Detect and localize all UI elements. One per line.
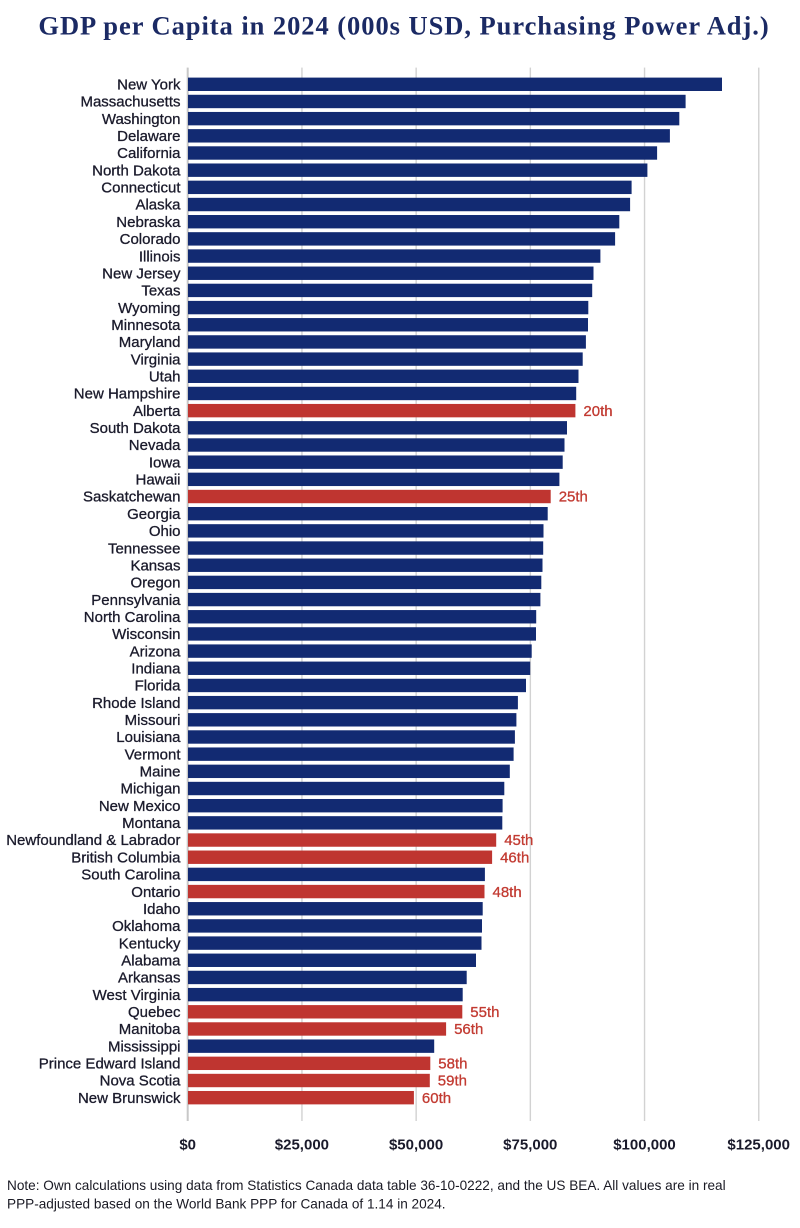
svg-text:$125,000: $125,000 bbox=[727, 1137, 790, 1154]
svg-text:$50,000: $50,000 bbox=[389, 1137, 443, 1154]
svg-text:Massachusetts: Massachusetts bbox=[80, 94, 180, 111]
svg-text:Prince Edward Island: Prince Edward Island bbox=[39, 1056, 181, 1073]
svg-text:North Dakota: North Dakota bbox=[92, 162, 181, 179]
svg-text:$100,000: $100,000 bbox=[613, 1137, 676, 1154]
svg-text:Arkansas: Arkansas bbox=[118, 970, 181, 987]
svg-text:Connecticut: Connecticut bbox=[101, 180, 181, 197]
svg-text:New Mexico: New Mexico bbox=[99, 798, 181, 815]
svg-text:58th: 58th bbox=[438, 1056, 467, 1073]
svg-text:North Carolina: North Carolina bbox=[84, 609, 181, 626]
svg-text:Alberta: Alberta bbox=[133, 403, 181, 420]
svg-text:Iowa: Iowa bbox=[149, 454, 181, 471]
svg-text:Wisconsin: Wisconsin bbox=[112, 626, 180, 643]
svg-text:Hawaii: Hawaii bbox=[135, 472, 180, 489]
svg-text:Texas: Texas bbox=[141, 283, 180, 300]
svg-text:Illinois: Illinois bbox=[139, 248, 181, 265]
svg-text:Nova Scotia: Nova Scotia bbox=[100, 1073, 182, 1090]
svg-text:Oklahoma: Oklahoma bbox=[112, 918, 181, 935]
svg-text:Washington: Washington bbox=[102, 111, 181, 128]
svg-text:Wyoming: Wyoming bbox=[118, 300, 180, 317]
svg-text:Louisiana: Louisiana bbox=[116, 729, 181, 746]
svg-text:Ohio: Ohio bbox=[149, 523, 181, 540]
svg-text:25th: 25th bbox=[559, 489, 588, 506]
svg-text:Vermont: Vermont bbox=[125, 746, 182, 763]
svg-text:Alaska: Alaska bbox=[135, 197, 181, 214]
svg-text:$25,000: $25,000 bbox=[275, 1137, 329, 1154]
svg-text:59th: 59th bbox=[438, 1073, 467, 1090]
svg-text:Arizona: Arizona bbox=[130, 643, 182, 660]
svg-text:Note: Own calculations using d: Note: Own calculations using data from S… bbox=[7, 1178, 726, 1193]
svg-text:Manitoba: Manitoba bbox=[119, 1021, 181, 1038]
svg-text:Maine: Maine bbox=[140, 764, 181, 781]
svg-text:Mississippi: Mississippi bbox=[108, 1038, 181, 1055]
svg-text:Rhode Island: Rhode Island bbox=[92, 695, 180, 712]
svg-text:New Jersey: New Jersey bbox=[102, 265, 181, 282]
svg-text:New Brunswick: New Brunswick bbox=[78, 1090, 181, 1107]
svg-text:Missouri: Missouri bbox=[125, 712, 181, 729]
svg-text:20th: 20th bbox=[583, 403, 612, 420]
svg-text:Quebec: Quebec bbox=[128, 1004, 181, 1021]
svg-text:45th: 45th bbox=[504, 832, 533, 849]
svg-text:Nebraska: Nebraska bbox=[116, 214, 181, 231]
svg-text:Florida: Florida bbox=[135, 678, 182, 695]
svg-text:Saskatchewan: Saskatchewan bbox=[83, 489, 181, 506]
svg-text:Maryland: Maryland bbox=[119, 334, 181, 351]
svg-text:New York: New York bbox=[117, 77, 181, 94]
svg-text:Colorado: Colorado bbox=[120, 231, 181, 248]
svg-text:South Dakota: South Dakota bbox=[90, 420, 182, 437]
svg-text:46th: 46th bbox=[500, 849, 529, 866]
svg-text:Nevada: Nevada bbox=[129, 437, 181, 454]
svg-text:Michigan: Michigan bbox=[120, 781, 180, 798]
svg-text:GDP per Capita in 2024 (000s U: GDP per Capita in 2024 (000s USD, Purcha… bbox=[38, 11, 769, 41]
svg-text:Ontario: Ontario bbox=[131, 884, 180, 901]
svg-text:New Hampshire: New Hampshire bbox=[74, 386, 181, 403]
svg-text:Alabama: Alabama bbox=[121, 952, 181, 969]
svg-text:56th: 56th bbox=[454, 1021, 483, 1038]
svg-text:PPP-adjusted based on the Worl: PPP-adjusted based on the World Bank PPP… bbox=[7, 1197, 446, 1212]
svg-text:Indiana: Indiana bbox=[131, 660, 181, 677]
svg-text:Idaho: Idaho bbox=[143, 901, 181, 918]
svg-text:West Virginia: West Virginia bbox=[93, 987, 181, 1004]
svg-text:Tennessee: Tennessee bbox=[108, 540, 181, 557]
svg-text:British Columbia: British Columbia bbox=[71, 849, 181, 866]
svg-text:$75,000: $75,000 bbox=[503, 1137, 557, 1154]
svg-text:Delaware: Delaware bbox=[117, 128, 180, 145]
svg-text:Utah: Utah bbox=[149, 368, 181, 385]
svg-text:Pennsylvania: Pennsylvania bbox=[91, 592, 181, 609]
svg-text:55th: 55th bbox=[470, 1004, 499, 1021]
svg-text:Kentucky: Kentucky bbox=[119, 935, 181, 952]
svg-text:$0: $0 bbox=[179, 1137, 196, 1154]
svg-text:60th: 60th bbox=[422, 1090, 451, 1107]
svg-text:Georgia: Georgia bbox=[127, 506, 181, 523]
svg-text:South Carolina: South Carolina bbox=[81, 867, 181, 884]
svg-text:Kansas: Kansas bbox=[130, 557, 180, 574]
svg-text:Minnesota: Minnesota bbox=[111, 317, 181, 334]
svg-text:Oregon: Oregon bbox=[130, 575, 180, 592]
svg-text:48th: 48th bbox=[493, 884, 522, 901]
svg-text:Montana: Montana bbox=[122, 815, 181, 832]
svg-text:Newfoundland & Labrador: Newfoundland & Labrador bbox=[6, 832, 180, 849]
svg-text:Virginia: Virginia bbox=[131, 351, 181, 368]
svg-text:California: California bbox=[117, 145, 181, 162]
